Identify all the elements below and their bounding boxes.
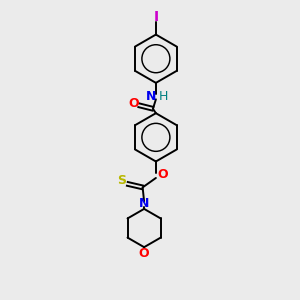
Text: O: O <box>128 97 139 110</box>
Text: O: O <box>139 247 149 260</box>
Text: S: S <box>117 174 126 188</box>
Text: O: O <box>157 168 168 181</box>
Text: H: H <box>159 90 168 103</box>
Text: N: N <box>139 197 149 210</box>
Text: I: I <box>153 10 158 24</box>
Text: N: N <box>146 90 156 103</box>
